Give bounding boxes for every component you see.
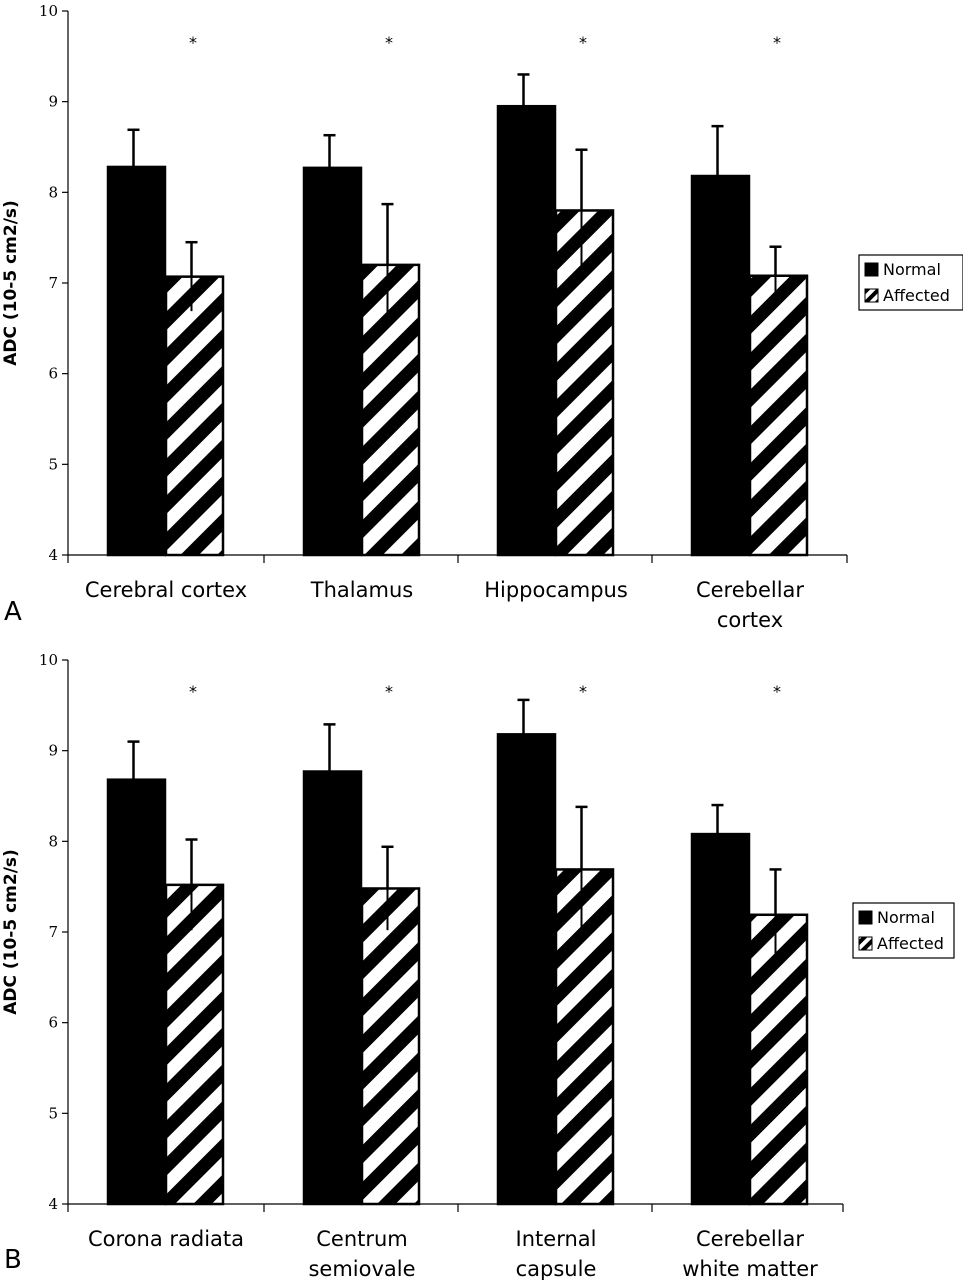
x-category-label: Centrum (316, 1227, 408, 1251)
significance-marker: * (579, 682, 587, 701)
x-category-label: Cerebral cortex (85, 578, 247, 602)
y-tick-label: 5 (48, 455, 58, 473)
x-category-label: Hippocampus (484, 578, 628, 602)
y-tick-label: 8 (48, 832, 58, 850)
error-bar-affected (769, 868, 782, 961)
bar-normal (106, 778, 167, 1206)
bar-affected (748, 274, 809, 557)
y-tick-label: 9 (48, 742, 58, 760)
x-category-label: Thalamus (310, 578, 413, 602)
panel-label: A (4, 597, 22, 627)
legend-swatch-normal (858, 910, 873, 925)
error-bar-normal (711, 803, 724, 835)
y-tick-label: 4 (48, 546, 58, 564)
bar-affected (554, 209, 615, 557)
legend-swatch-affected (864, 288, 879, 303)
error-bar-affected (381, 202, 394, 326)
y-tick-label: 10 (39, 2, 58, 20)
y-tick-label: 6 (48, 365, 58, 383)
error-bar-affected (575, 148, 588, 272)
error-bar-normal (127, 740, 140, 780)
legend-label-affected: Affected (877, 934, 944, 953)
x-category-label: Cerebellar (696, 578, 804, 602)
bar-affected (360, 263, 421, 557)
y-axis-label: ADC (10-5 cm2/s) (1, 200, 21, 366)
y-tick-label: 6 (48, 1014, 58, 1032)
bar-affected (554, 868, 615, 1206)
significance-marker: * (579, 33, 587, 52)
panel-label: B (4, 1245, 22, 1275)
significance-marker: * (385, 682, 393, 701)
bar-normal (690, 832, 751, 1206)
y-tick-label: 9 (48, 93, 58, 111)
bar-affected (748, 913, 809, 1206)
legend: Normal Affected (852, 902, 955, 959)
bar-affected (164, 275, 225, 557)
x-category-label: white matter (682, 1257, 818, 1280)
x-category-label: Cerebellar (696, 1227, 804, 1251)
bar-normal (302, 166, 363, 557)
bar-normal (690, 174, 751, 557)
significance-marker: * (189, 682, 197, 701)
error-bar-normal (323, 133, 336, 168)
chart-panel-B: 4 5 6 7 8 9 10 ADC (10-5 cm2/s) B * Corona radiata… (1, 651, 955, 1280)
chart-panel-A: 4 5 6 7 8 9 10 ADC (10-5 cm2/s) A * Cerebral corte… (1, 2, 963, 632)
significance-marker: * (189, 33, 197, 52)
x-category-label: semiovale (308, 1257, 415, 1280)
error-bar-affected (575, 805, 588, 932)
significance-marker: * (773, 33, 781, 52)
bar-normal (496, 104, 557, 557)
x-category-label: Corona radiata (88, 1227, 244, 1251)
legend-label-normal: Normal (883, 260, 941, 279)
error-bar-affected (381, 845, 394, 931)
error-bar-normal (517, 698, 530, 735)
bar-affected (360, 887, 421, 1206)
bar-normal (106, 165, 167, 557)
legend: Normal Affected (858, 254, 963, 311)
y-tick-label: 5 (48, 1104, 58, 1122)
y-tick-label: 4 (48, 1195, 58, 1213)
error-bar-normal (323, 723, 336, 772)
error-bar-affected (185, 240, 198, 312)
legend-swatch-affected (858, 936, 873, 951)
y-tick-label: 7 (48, 923, 58, 941)
bar-normal (496, 733, 557, 1206)
error-bar-affected (185, 838, 198, 931)
legend-label-affected: Affected (883, 286, 950, 305)
legend-label-normal: Normal (877, 908, 935, 927)
legend-swatch-normal (864, 262, 879, 277)
x-category-label: capsule (516, 1257, 597, 1280)
error-bar-normal (711, 124, 724, 177)
y-tick-label: 7 (48, 274, 58, 292)
significance-marker: * (385, 33, 393, 52)
error-bar-normal (127, 128, 140, 167)
y-tick-label: 10 (39, 651, 58, 669)
error-bar-affected (769, 245, 782, 305)
bar-normal (302, 770, 363, 1206)
significance-marker: * (773, 682, 781, 701)
y-tick-label: 8 (48, 183, 58, 201)
x-category-label: Internal (516, 1227, 597, 1251)
x-category-label: cortex (717, 608, 783, 632)
bar-affected (164, 883, 225, 1206)
y-axis-label: ADC (10-5 cm2/s) (1, 849, 21, 1015)
error-bar-normal (517, 73, 530, 107)
